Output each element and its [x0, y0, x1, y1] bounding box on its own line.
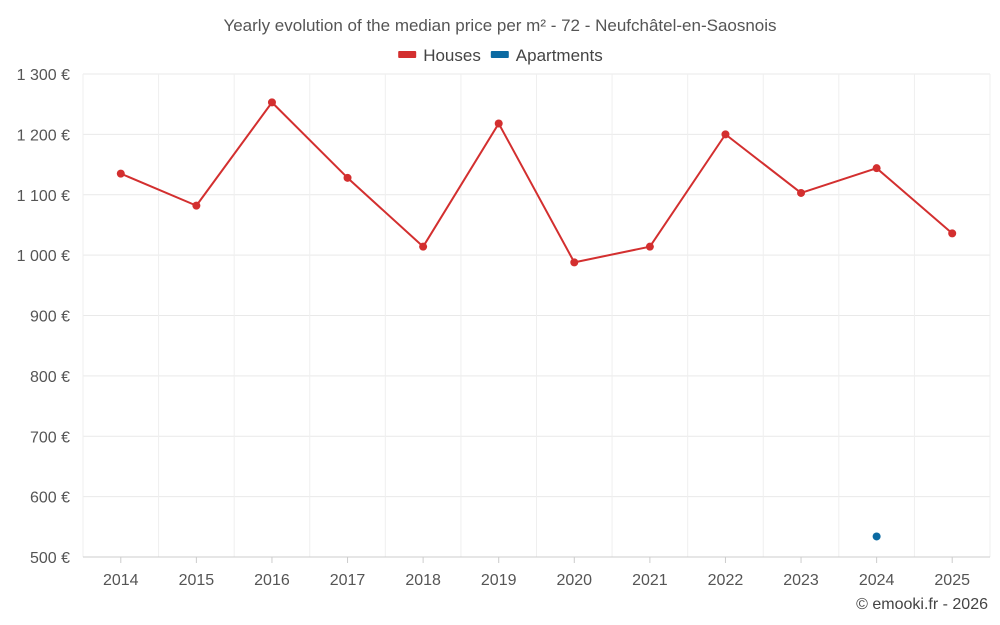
y-tick-label: 600 €	[30, 490, 70, 507]
y-tick-label: 1 100 €	[17, 188, 70, 205]
legend: Houses Apartments	[398, 46, 603, 65]
x-tick-label: 2025	[934, 572, 970, 589]
data-point-houses-2015[interactable]	[192, 201, 201, 210]
data-point-houses-2019[interactable]	[494, 119, 503, 128]
legend-label-apartments: Apartments	[516, 46, 603, 65]
y-tick-label: 1 300 €	[17, 67, 70, 84]
data-point-houses-2024[interactable]	[872, 164, 881, 173]
y-tick-label: 1 000 €	[17, 248, 70, 265]
data-point-houses-2014[interactable]	[116, 169, 125, 178]
x-tick-label: 2015	[179, 572, 215, 589]
x-tick-label: 2018	[405, 572, 441, 589]
legend-item-apartments[interactable]: Apartments	[490, 46, 603, 65]
series-line-houses	[120, 101, 953, 264]
data-point-houses-2022[interactable]	[721, 130, 730, 139]
x-tick-label: 2023	[783, 572, 819, 589]
x-tick-label: 2014	[103, 572, 139, 589]
series-layer	[116, 98, 957, 541]
y-tick-label: 900 €	[30, 309, 70, 326]
legend-swatch-apartments	[490, 51, 509, 58]
data-point-houses-2021[interactable]	[645, 242, 654, 251]
x-tick-label: 2021	[632, 572, 668, 589]
data-point-houses-2018[interactable]	[419, 242, 428, 251]
legend-label-houses: Houses	[423, 46, 481, 65]
data-point-houses-2017[interactable]	[343, 173, 352, 182]
data-point-houses-2020[interactable]	[570, 258, 579, 267]
x-tick-label: 2017	[330, 572, 366, 589]
chart-title: Yearly evolution of the median price per…	[223, 16, 776, 35]
axes: 500 € 600 € 700 € 800 € 900 € 1 000 € 1 100 € 1…	[17, 67, 990, 589]
legend-swatch-houses	[398, 51, 417, 58]
y-tick-label: 700 €	[30, 429, 70, 446]
x-tick-label: 2022	[708, 572, 744, 589]
data-point-apartments-2024[interactable]	[872, 532, 881, 541]
grid	[82, 73, 991, 558]
x-tick-label: 2020	[556, 572, 592, 589]
x-tick-label: 2016	[254, 572, 290, 589]
x-tick-label: 2019	[481, 572, 517, 589]
data-point-houses-2025[interactable]	[948, 229, 957, 238]
y-tick-label: 500 €	[30, 550, 70, 567]
legend-item-houses[interactable]: Houses	[398, 46, 481, 65]
y-tick-label: 1 200 €	[17, 127, 70, 144]
data-point-houses-2016[interactable]	[267, 98, 276, 107]
y-tick-label: 800 €	[30, 369, 70, 386]
footer-credit: © emooki.fr - 2026	[856, 596, 988, 613]
data-point-houses-2023[interactable]	[797, 188, 806, 197]
x-tick-label: 2024	[859, 572, 895, 589]
